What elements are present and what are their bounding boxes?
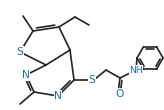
Text: S: S [89,75,95,85]
Text: O: O [116,89,124,99]
Text: N: N [54,91,62,101]
Text: N: N [22,70,30,80]
Text: NH: NH [129,65,143,74]
Text: S: S [17,47,23,57]
